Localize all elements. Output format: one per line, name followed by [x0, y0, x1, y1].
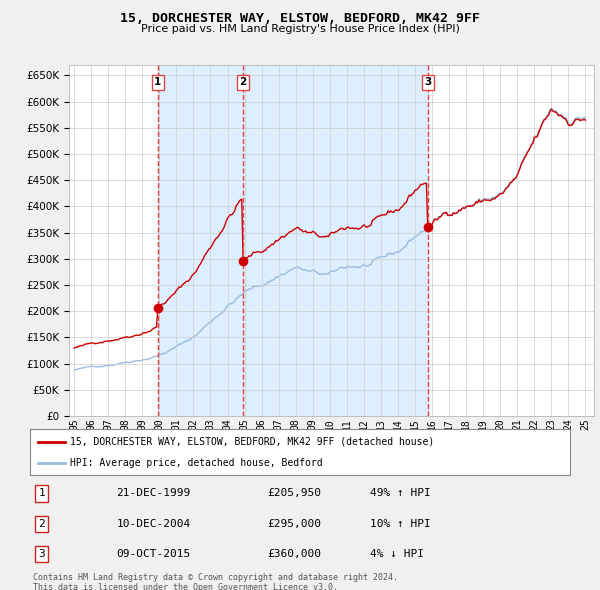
Text: £205,950: £205,950 [268, 489, 322, 499]
Text: 49% ↑ HPI: 49% ↑ HPI [370, 489, 431, 499]
Text: 2: 2 [38, 519, 45, 529]
Text: Price paid vs. HM Land Registry's House Price Index (HPI): Price paid vs. HM Land Registry's House … [140, 24, 460, 34]
Bar [158, 65, 243, 416]
Text: 1: 1 [154, 77, 161, 87]
Text: 10% ↑ HPI: 10% ↑ HPI [370, 519, 431, 529]
Text: £360,000: £360,000 [268, 549, 322, 559]
Text: 21-DEC-1999: 21-DEC-1999 [116, 489, 191, 499]
Text: 4% ↓ HPI: 4% ↓ HPI [370, 549, 424, 559]
Text: 15, DORCHESTER WAY, ELSTOW, BEDFORD, MK42 9FF (detached house): 15, DORCHESTER WAY, ELSTOW, BEDFORD, MK4… [71, 437, 435, 447]
Text: HPI: Average price, detached house, Bedford: HPI: Average price, detached house, Bedf… [71, 458, 323, 468]
Text: 10-DEC-2004: 10-DEC-2004 [116, 519, 191, 529]
Text: Contains HM Land Registry data © Crown copyright and database right 2024.: Contains HM Land Registry data © Crown c… [33, 573, 398, 582]
Bar [243, 65, 428, 416]
Text: 3: 3 [424, 77, 431, 87]
Text: 1: 1 [38, 489, 45, 499]
Text: This data is licensed under the Open Government Licence v3.0.: This data is licensed under the Open Gov… [33, 583, 338, 590]
Text: 2: 2 [239, 77, 247, 87]
Text: 15, DORCHESTER WAY, ELSTOW, BEDFORD, MK42 9FF: 15, DORCHESTER WAY, ELSTOW, BEDFORD, MK4… [120, 12, 480, 25]
Text: 09-OCT-2015: 09-OCT-2015 [116, 549, 191, 559]
Text: 3: 3 [38, 549, 45, 559]
Text: £295,000: £295,000 [268, 519, 322, 529]
